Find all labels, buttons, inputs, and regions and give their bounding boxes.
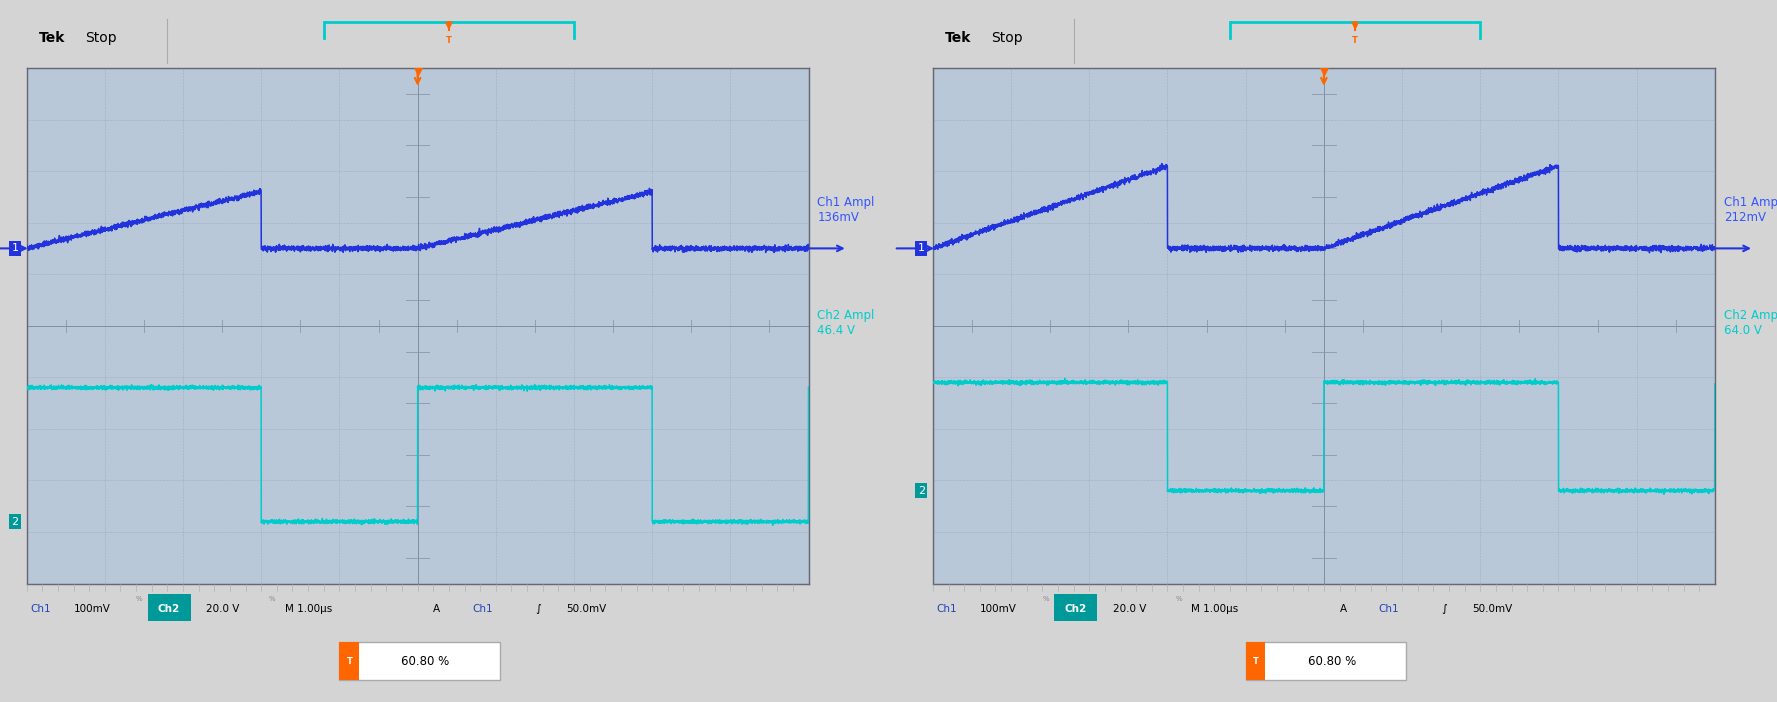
Text: 100mV: 100mV (73, 604, 110, 614)
Text: ∫: ∫ (1441, 604, 1446, 614)
Text: A: A (434, 604, 441, 614)
Text: 20.0 V: 20.0 V (1112, 604, 1146, 614)
Text: T: T (446, 36, 451, 45)
Text: 50.0mV: 50.0mV (1473, 604, 1512, 614)
Text: T: T (1352, 36, 1358, 45)
Text: 1: 1 (917, 244, 924, 253)
Text: 136mV: 136mV (817, 211, 860, 224)
Text: Ch1 Ampl: Ch1 Ampl (817, 196, 874, 208)
Text: Ch1: Ch1 (1379, 604, 1398, 614)
Text: 212mV: 212mV (1724, 211, 1766, 224)
Text: 2: 2 (917, 486, 924, 496)
Bar (339, 642, 499, 680)
Text: %: % (137, 596, 142, 602)
Text: Stop: Stop (85, 32, 117, 46)
Text: Ch1: Ch1 (30, 604, 52, 614)
Text: Tek: Tek (39, 32, 64, 46)
Text: %: % (268, 596, 275, 602)
Text: Tek: Tek (945, 32, 970, 46)
Text: 50.0mV: 50.0mV (567, 604, 606, 614)
Text: Ch2: Ch2 (1064, 604, 1086, 614)
Text: 1: 1 (11, 244, 18, 253)
Text: Ch1 Ampl: Ch1 Ampl (1724, 196, 1777, 208)
Text: M 1.00μs: M 1.00μs (1191, 604, 1239, 614)
Bar (147, 594, 190, 621)
Text: 64.0 V: 64.0 V (1724, 324, 1761, 338)
Text: Ch2 Ampl: Ch2 Ampl (817, 309, 874, 322)
Bar (1246, 642, 1406, 680)
Text: Ch1: Ch1 (473, 604, 492, 614)
Text: Stop: Stop (992, 32, 1024, 46)
Text: 2: 2 (11, 517, 18, 526)
Bar (1246, 642, 1265, 680)
Text: ∫: ∫ (535, 604, 540, 614)
Text: 60.80 %: 60.80 % (1308, 654, 1356, 668)
Text: Ch1: Ch1 (936, 604, 958, 614)
Text: Ch2: Ch2 (158, 604, 179, 614)
Text: %: % (1175, 596, 1182, 602)
Bar (1054, 594, 1096, 621)
Text: T: T (1253, 656, 1258, 665)
Text: %: % (1043, 596, 1048, 602)
Text: A: A (1340, 604, 1347, 614)
Text: 20.0 V: 20.0 V (206, 604, 240, 614)
Text: M 1.00μs: M 1.00μs (284, 604, 332, 614)
Text: Ch2 Ampl: Ch2 Ampl (1724, 309, 1777, 322)
Text: 46.4 V: 46.4 V (817, 324, 855, 338)
Text: 60.80 %: 60.80 % (402, 654, 450, 668)
Bar (339, 642, 359, 680)
Text: 100mV: 100mV (979, 604, 1016, 614)
Text: T: T (347, 656, 352, 665)
